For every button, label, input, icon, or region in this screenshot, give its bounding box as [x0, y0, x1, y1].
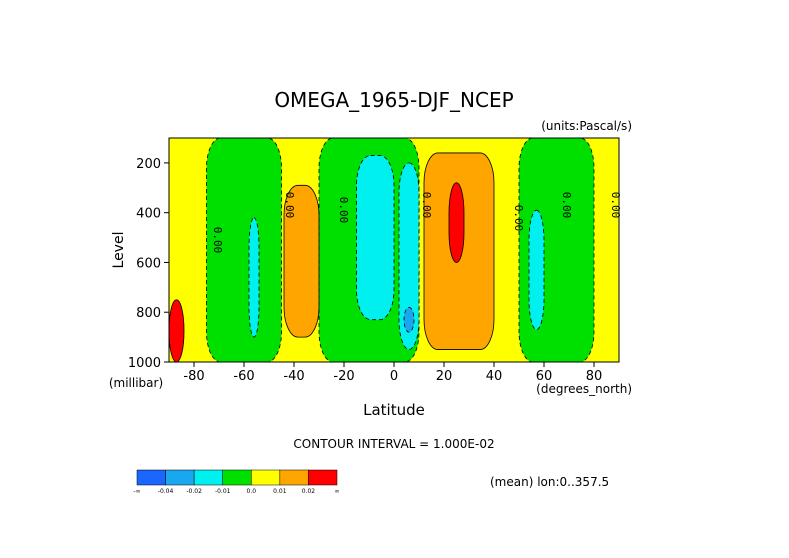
colorbar-label: ∞	[335, 488, 340, 495]
contour-label: 0.00	[211, 227, 224, 254]
contour-label: 0.00	[337, 197, 350, 224]
region-positive-large-10	[448, 182, 465, 263]
colorbar-swatch	[308, 469, 338, 486]
plot-area	[169, 138, 619, 362]
contour-label: 0.00	[560, 192, 573, 219]
x-axis-ticks: -80 -60 -40 -20 0 20 40 60 80	[183, 362, 602, 384]
y-tick-label: 1000	[128, 356, 161, 371]
region-negative-small-0	[206, 138, 282, 362]
colorbar-swatch	[222, 469, 252, 486]
colorbar-swatch	[193, 469, 223, 486]
x-axis-label: Latitude	[363, 401, 425, 419]
colorbar-swatch	[251, 469, 281, 486]
x-tick-label: 60	[536, 369, 553, 384]
y-tick-label: 800	[136, 306, 161, 321]
region-negative-medium-4	[356, 155, 395, 321]
y-tick-label: 600	[136, 256, 161, 271]
mean-text: (mean) lon:0..357.5	[490, 475, 609, 489]
colorbar-label: 0.01	[273, 488, 287, 495]
x-tick-label: 0	[390, 369, 398, 384]
colorbar-label: -0.02	[186, 488, 202, 495]
colorbar-swatch	[279, 469, 309, 486]
units-label: (units:Pascal/s)	[541, 119, 632, 133]
x-tick-label: 40	[486, 369, 503, 384]
colorbar-label: -∞	[133, 488, 140, 495]
colorbar-swatch	[136, 469, 166, 486]
colorbar-swatch	[165, 469, 195, 486]
region-positive-medium-8	[283, 184, 320, 338]
y-axis-unit: (millibar)	[109, 376, 163, 390]
y-tick-label: 400	[136, 207, 161, 222]
y-axis-label: Level	[111, 232, 127, 269]
y-axis-ticks: 200 400 600 800 1000	[128, 157, 169, 371]
x-tick-label: -20	[333, 369, 354, 384]
region-negative-large-7	[403, 306, 415, 333]
region-negative-medium-6	[528, 209, 545, 331]
colorbar: -∞ -0.04 -0.02 -0.01 0.0 0.01 0.02 ∞	[133, 469, 340, 495]
x-tick-label: 80	[586, 369, 603, 384]
contour-label: 0.00	[512, 205, 525, 232]
x-tick-label: -80	[183, 369, 204, 384]
x-tick-label: 20	[436, 369, 453, 384]
contour-label: 0.00	[420, 192, 433, 219]
region-negative-medium-3	[248, 217, 260, 338]
y-tick-label: 200	[136, 157, 161, 172]
colorbar-label: 0.02	[302, 488, 316, 495]
region-negative-medium-5	[398, 162, 420, 350]
colorbar-label: -0.04	[158, 488, 174, 495]
chart-title: OMEGA_1965-DJF_NCEP	[274, 88, 513, 112]
x-tick-label: -40	[283, 369, 304, 384]
colorbar-label: -0.01	[215, 488, 231, 495]
x-axis-unit: (degrees_north)	[536, 382, 632, 396]
contour-labels: 0.00 0.00 0.00 0.00 0.00 0.00 0.00	[211, 192, 622, 254]
contour-label: 0.00	[609, 192, 622, 219]
x-tick-label: -60	[233, 369, 254, 384]
colorbar-label: 0.0	[247, 488, 257, 495]
region-positive-large-11	[169, 299, 185, 362]
contour-label: 0.00	[283, 192, 296, 219]
contour-interval-text: CONTOUR INTERVAL = 1.000E-02	[293, 437, 494, 451]
